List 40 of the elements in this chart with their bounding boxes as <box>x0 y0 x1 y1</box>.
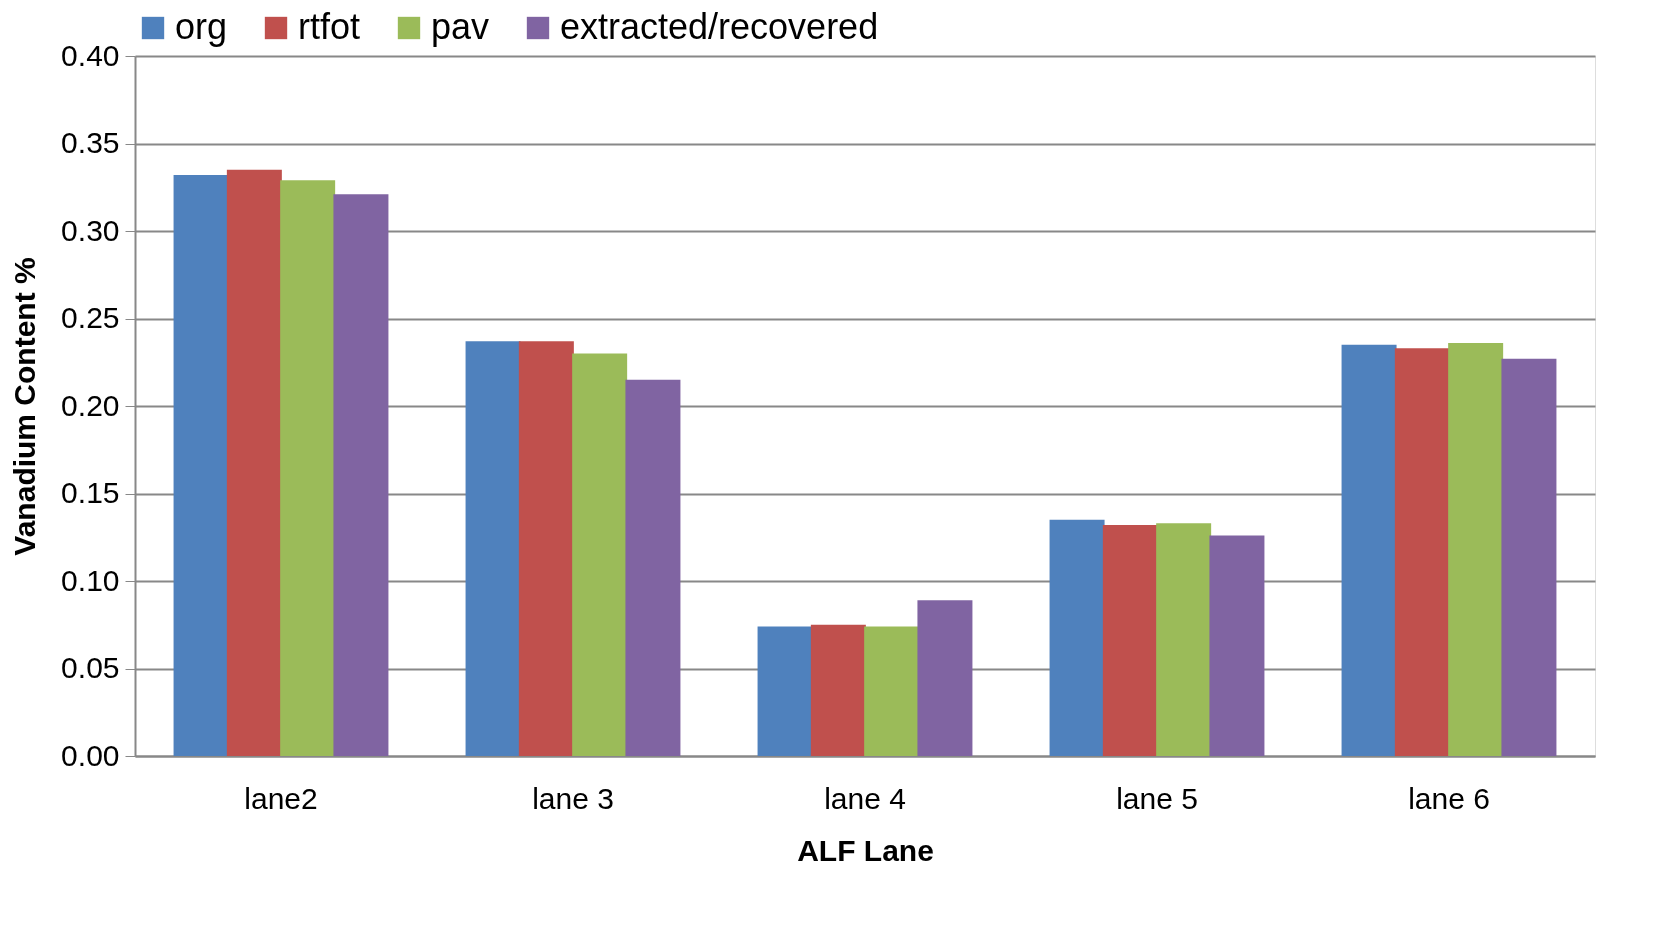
y-tick-label: 0.30 <box>61 213 120 247</box>
y-tick-label: 0.35 <box>61 126 120 159</box>
bar <box>173 175 229 756</box>
legend-label: extracted/recovered <box>560 6 879 47</box>
bar <box>333 194 389 756</box>
bar <box>810 624 866 756</box>
y-tick-label: 0.00 <box>61 738 120 772</box>
legend-label: pav <box>431 6 490 47</box>
bar <box>465 341 521 756</box>
y-tick-label: 0.25 <box>61 301 120 334</box>
bar <box>1448 343 1504 756</box>
x-tick-label: lane 5 <box>1116 781 1198 815</box>
x-tick-label: lane2 <box>244 781 318 815</box>
y-axis-title: Vanadium Content % <box>8 257 42 556</box>
y-tick-label: 0.15 <box>61 476 120 509</box>
legend-label: org <box>175 6 228 47</box>
bar <box>864 626 920 756</box>
bar <box>625 379 681 756</box>
bar <box>1501 358 1557 756</box>
bar <box>572 353 628 756</box>
bar <box>917 600 973 756</box>
legend-label: rtfot <box>298 6 361 47</box>
bar <box>226 169 282 756</box>
bar <box>1394 348 1450 756</box>
x-tick-label: lane 3 <box>532 781 614 815</box>
bar <box>1102 525 1158 756</box>
bar <box>757 626 813 756</box>
x-tick-label: lane 6 <box>1408 781 1490 815</box>
bar <box>518 341 574 756</box>
bar <box>1341 344 1397 756</box>
bar <box>1209 535 1265 756</box>
y-tick-label: 0.20 <box>61 388 120 422</box>
y-tick-label: 0.10 <box>61 563 120 597</box>
bar <box>1049 519 1105 756</box>
bar <box>1156 523 1212 756</box>
x-tick-label: lane 4 <box>824 781 906 815</box>
bar <box>280 180 336 756</box>
y-tick-label: 0.05 <box>61 651 120 684</box>
x-axis-title: ALF Lane <box>797 833 934 867</box>
y-tick-label: 0.40 <box>61 38 120 72</box>
